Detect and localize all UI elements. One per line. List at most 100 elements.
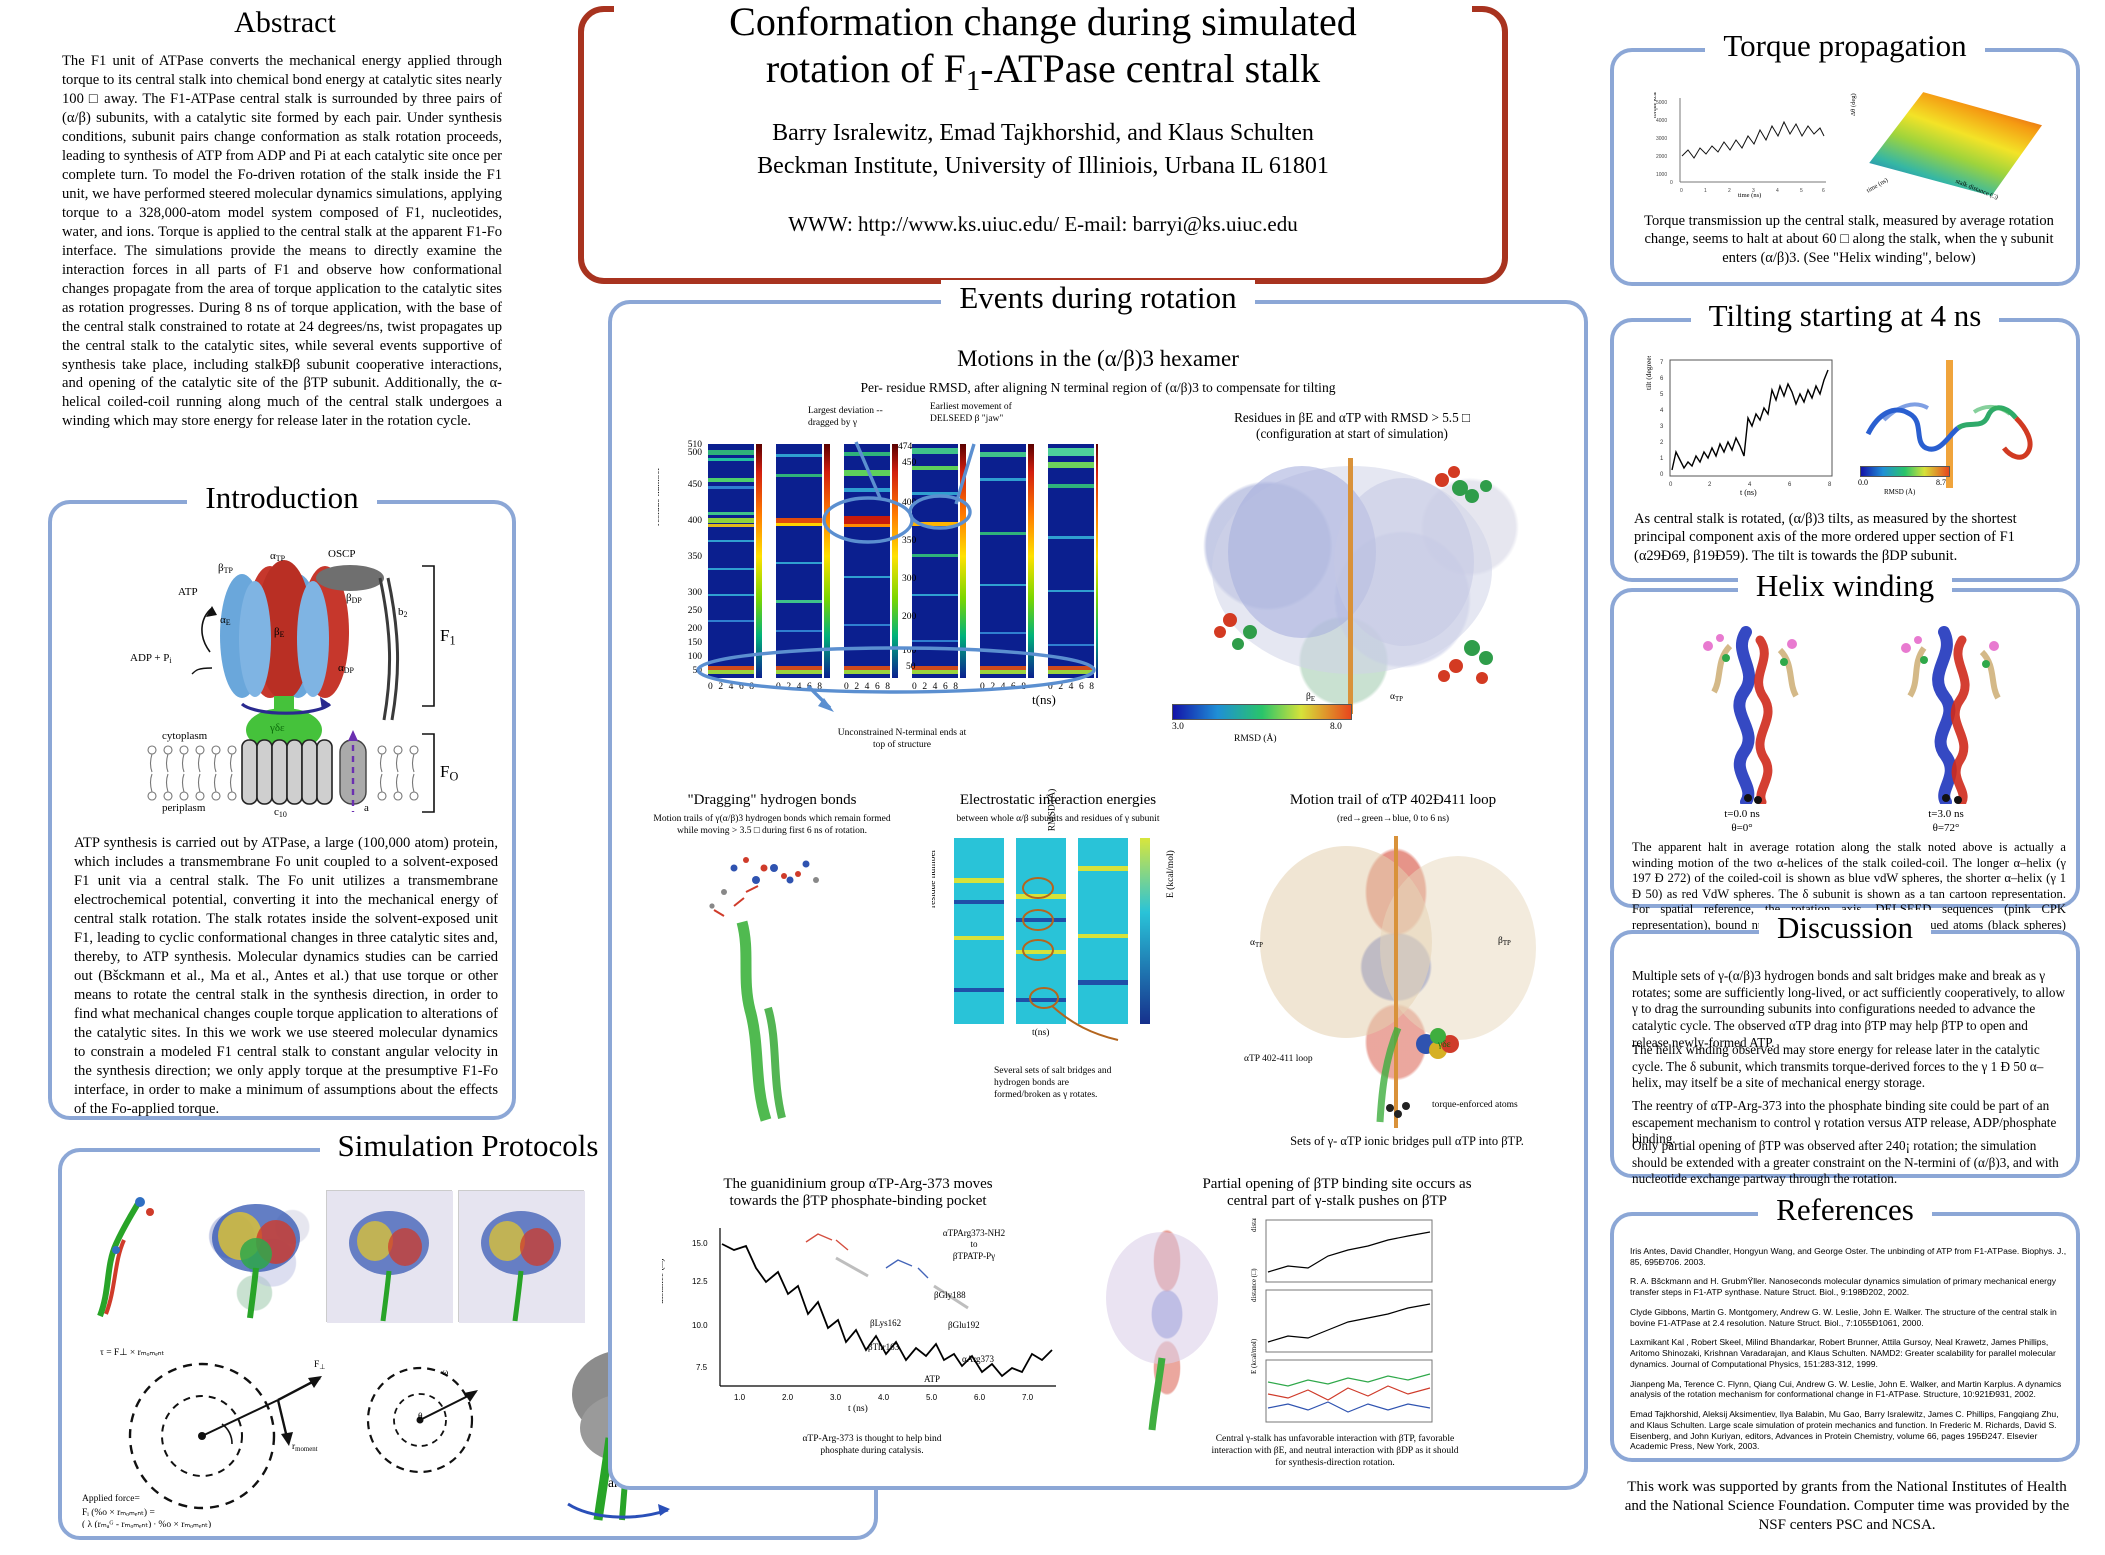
partial-opening-title: Partial opening of βTP binding site occu… [1202, 1176, 1472, 1209]
motion-label-gamma: γδε [1438, 1040, 1451, 1050]
residue-label-bGly188: βGly188 [934, 1290, 966, 1300]
rmsd-heatmap-group: residue number 510 500 450 400 350 300 2… [658, 440, 1098, 690]
torque-title: Torque propagation [1705, 28, 1985, 63]
thumbnail-solvated-2 [458, 1190, 585, 1323]
residue-label-aArg373: αArg373 [962, 1354, 995, 1364]
svg-text:10.0: 10.0 [692, 1321, 708, 1330]
label-rmsd-alphaTP: αTP [1390, 692, 1403, 703]
heatmap-ytick-500: 500 [687, 448, 702, 458]
label-cytoplasm: cytoplasm [162, 730, 208, 742]
helix-left-label: t=0.0 ns θ=0° [1724, 808, 1760, 834]
hexamer-subtitle: Per- residue RMSD, after aligning N term… [860, 380, 1336, 395]
heatmap-label-alphaDP: αDP [776, 440, 830, 442]
residue-label-bLys162: βLys162 [870, 1318, 902, 1328]
abstract-text: The F1 unit of ATPase converts the mecha… [62, 53, 502, 430]
references-title-wrap: References [1614, 1192, 2076, 1228]
label-theta: θ [418, 1412, 423, 1422]
protocols-title: Simulation Protocols [319, 1128, 617, 1163]
svg-text:15.0: 15.0 [692, 1239, 708, 1248]
electrostatic-energy-figure: residue number [932, 838, 1192, 1058]
rmsd-structure-figure: βE αTP [1142, 452, 1562, 720]
thumbnail-stalk [80, 1190, 190, 1322]
contact-info: WWW: http://www.ks.uiuc.edu/ E-mail: bar… [788, 212, 1298, 236]
electrostatic-subtitle: Electrostatic interaction energies [959, 792, 1157, 808]
abstract-title: Abstract [234, 6, 336, 39]
svg-text:6: 6 [1822, 188, 1825, 194]
heatmap-column-betaDP: βDP [980, 440, 1034, 678]
torque-surface-mesh [1869, 92, 2042, 196]
atp-synthase-diagram: ATP ADP + Pi αTP βTP OSCP αE βE βDP αDP … [92, 544, 480, 822]
label-tau-formula: τ = F⊥ × rₘₒₘₑₙₜ [100, 1348, 165, 1358]
svg-text:0: 0 [1660, 472, 1664, 478]
svg-text:6: 6 [1788, 482, 1792, 488]
svg-text:8: 8 [1828, 482, 1832, 488]
guanidinium-caption: αTP-Arg-373 is thought to help bind phos… [802, 1434, 942, 1456]
discussion-panel: Discussion Multiple sets of γ-(α/β)3 hyd… [1610, 910, 2080, 1186]
svg-text:2.0: 2.0 [782, 1393, 794, 1402]
heatmap-ytick-400: 400 [687, 516, 702, 526]
tilt-xlabel: t (ns) [1740, 488, 1757, 497]
tilting-title-wrap: Tilting starting at 4 ns [1614, 298, 2076, 334]
tilt-scale-label: RMSD (Å) [1884, 488, 1916, 496]
label-oscp: OSCP [328, 548, 356, 560]
guanidinium-ylabel: distance (□) [662, 1258, 666, 1304]
hbond-motion-trail-figure [638, 846, 908, 1126]
events-title-wrap: Events during rotation [612, 280, 1584, 316]
references-list: Iris Antes, David Chandler, Hongyun Wang… [1630, 1246, 2070, 1461]
hexamer-title: Motions in the (α/β)3 hexamer [957, 346, 1239, 371]
discussion-paragraph-1: Multiple sets of γ-(α/β)3 hydrogen bonds… [1632, 968, 2065, 1050]
rmsd-scale-max: 8.0 [1330, 722, 1342, 732]
tilt-colorbar [1860, 466, 1950, 477]
label-rmsd-betaE: βE [1306, 692, 1316, 703]
electrostatic-ylabel: residue number [932, 849, 938, 908]
svg-text:12.5: 12.5 [692, 1277, 708, 1286]
thumbnail-f1-model [194, 1190, 320, 1322]
heatmap-ytick-300: 300 [687, 588, 702, 598]
label-alpha-dp: αDP [338, 662, 354, 676]
svg-text:0: 0 [1670, 180, 1673, 186]
introduction-title-wrap: Introduction [52, 480, 512, 516]
svg-text:7: 7 [1660, 360, 1664, 366]
reference-item: Iris Antes, David Chandler, Hongyun Wang… [1630, 1246, 2067, 1267]
label-c10: c10 [274, 806, 287, 820]
applied-force-label: Applied force= [82, 1494, 140, 1504]
heatmap-column-betaTP: βTP [1048, 440, 1098, 678]
label-omega: ω [442, 1368, 449, 1378]
electrostatic-caption: between whole α/β subunits and residues … [956, 814, 1160, 824]
partial-opening-structure [1092, 1218, 1242, 1432]
partial-plot-ylabel-1: distance (□) [1250, 1218, 1259, 1232]
torque-panel: Torque propagation 5000 4000 3000 2000 1000… [1610, 28, 2080, 286]
hbond-caption: Motion trails of γ(α/β)3 hydrogen bonds … [653, 814, 891, 836]
events-panel: Events during rotation Motions in the (α… [608, 280, 1588, 1490]
tilt-structure-figure: 0.0 8.7 RMSD (Å) [1854, 356, 2054, 504]
svg-text:4.0: 4.0 [878, 1393, 890, 1402]
svg-text:4000: 4000 [1656, 118, 1667, 124]
electrostatic-xlabel: t(ns) [1032, 1028, 1050, 1038]
label-b2: b2 [398, 606, 408, 620]
heatmap-ytick2-350: 350 [902, 536, 917, 546]
guanidinium-plot: distance (□) 15.0 12.5 10.0 7.5 1.0 2.0 3.0 4… [662, 1224, 1072, 1434]
svg-text:0: 0 [1680, 188, 1683, 194]
svg-text:4: 4 [1660, 408, 1664, 414]
svg-text:5000: 5000 [1656, 100, 1667, 106]
svg-text:5: 5 [1660, 392, 1664, 398]
heatmap-ytick2-100: 100 [902, 646, 917, 656]
label-adp-pi: ADP + Pi [130, 652, 172, 666]
svg-text:2000: 2000 [1656, 154, 1667, 160]
author-list: Barry Isralewitz, Emad Tajkhorshid, and … [757, 120, 1329, 179]
heatmap-ytick-450: 450 [687, 480, 702, 490]
partial-opening-plots: distance (□) distance (□) E (kcal/mol) [1248, 1218, 1448, 1432]
svg-text:4: 4 [1776, 188, 1779, 194]
reference-item: Jianpeng Ma, Terence C. Flynn, Qiang Cui… [1630, 1378, 2062, 1400]
heatmap-ytick-510: 510 [687, 440, 702, 450]
label-f1: F1 [440, 626, 456, 648]
electrostatic-cbar-label: E (kcal/mol) [1166, 850, 1176, 898]
partial-plot-ylabel-2: distance (□) [1250, 1268, 1258, 1302]
events-title: Events during rotation [941, 280, 1255, 315]
tilt-scale-max: 8.7 [1936, 478, 1946, 487]
reference-item: Emad Tajkhorshid, Aleksij Aksimentiev, I… [1630, 1409, 2059, 1452]
svg-text:6.0: 6.0 [974, 1393, 986, 1402]
